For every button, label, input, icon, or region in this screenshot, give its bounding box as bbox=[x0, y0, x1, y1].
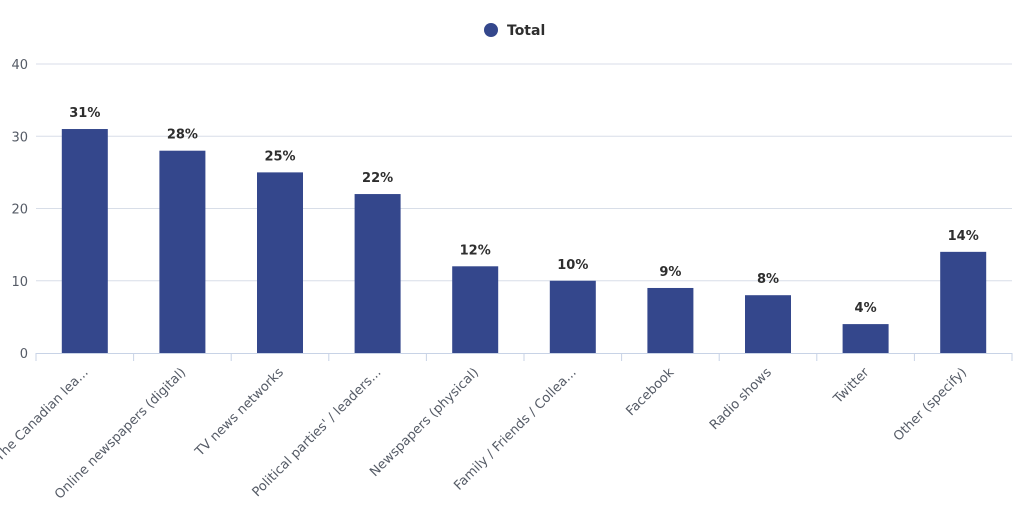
bar[interactable] bbox=[647, 287, 694, 353]
data-label: 22% bbox=[362, 171, 393, 186]
data-label: 28% bbox=[167, 128, 198, 143]
x-axis: The Canadian lea...Online newspapers (di… bbox=[0, 353, 1013, 502]
bar[interactable] bbox=[940, 251, 987, 353]
y-tick-label: 10 bbox=[11, 275, 28, 290]
x-tick-label: The Canadian lea... bbox=[0, 365, 92, 465]
data-label: 8% bbox=[757, 272, 779, 287]
y-tick-label: 20 bbox=[11, 203, 28, 218]
data-label: 4% bbox=[855, 301, 877, 316]
legend-label-total: Total bbox=[507, 23, 545, 39]
y-tick-label: 40 bbox=[11, 58, 28, 73]
data-labels: 31% 28% 25% 22% 12% 10% 9% 8% 4% 14% bbox=[69, 106, 979, 316]
data-label: 25% bbox=[264, 149, 295, 164]
data-label: 9% bbox=[659, 265, 681, 280]
bar[interactable] bbox=[61, 129, 108, 353]
y-tick-label: 30 bbox=[11, 130, 28, 145]
data-label: 12% bbox=[460, 243, 491, 258]
data-label: 10% bbox=[557, 258, 588, 273]
x-tick-label: Facebook bbox=[623, 365, 677, 419]
legend[interactable]: Total bbox=[484, 23, 545, 39]
y-axis: 0 10 20 30 40 bbox=[11, 58, 28, 362]
bar[interactable] bbox=[159, 150, 206, 353]
bar[interactable] bbox=[257, 172, 303, 353]
x-tick-label: Radio shows bbox=[707, 365, 775, 433]
y-tick-label: 0 bbox=[20, 347, 28, 362]
x-tick-label: Twitter bbox=[830, 365, 873, 408]
x-tick-label: Newspapers (physical) bbox=[367, 365, 482, 480]
x-tick-label: Other (specify) bbox=[891, 365, 970, 444]
data-label: 14% bbox=[948, 229, 979, 244]
x-tick-label: TV news networks bbox=[192, 365, 287, 460]
bar[interactable] bbox=[745, 295, 791, 353]
bar[interactable] bbox=[842, 324, 889, 353]
data-label: 31% bbox=[69, 106, 100, 121]
legend-marker-total bbox=[484, 23, 498, 37]
bar[interactable] bbox=[549, 280, 596, 353]
bar[interactable] bbox=[354, 194, 401, 353]
bar[interactable] bbox=[452, 266, 499, 353]
bars bbox=[61, 129, 987, 353]
